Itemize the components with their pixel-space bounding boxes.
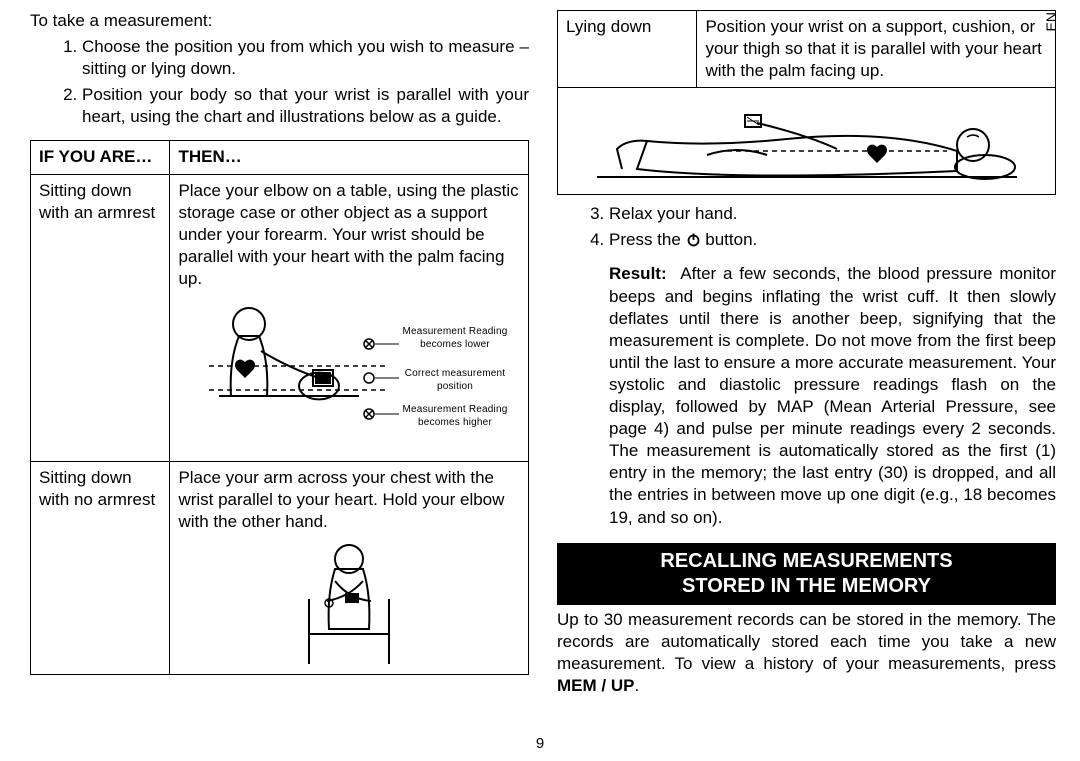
annot-correct: Correct measurement position bbox=[401, 368, 509, 393]
step-1: Choose the position you from which you w… bbox=[82, 36, 529, 80]
result-paragraph: Result: After a few seconds, the blood p… bbox=[609, 263, 1056, 528]
intro-text: To take a measurement: bbox=[30, 10, 529, 32]
step-4: Press the button. bbox=[609, 229, 1056, 251]
cell-lying-illustration bbox=[558, 88, 1056, 195]
cell-sitting-noarmrest-then: Place your arm across your chest with th… bbox=[170, 462, 529, 675]
th-then: THEN… bbox=[170, 141, 529, 174]
position-table: IF YOU ARE… THEN… Sitting down with an a… bbox=[30, 140, 529, 675]
step-3: Relax your hand. bbox=[609, 203, 1056, 225]
annot-higher: Measurement Reading becomes higher bbox=[401, 404, 509, 429]
section-line-2: STORED IN THE MEMORY bbox=[682, 575, 931, 597]
steps-list-right: Relax your hand. Press the button. bbox=[557, 203, 1056, 251]
cell-lying-label: Lying down bbox=[558, 11, 697, 88]
memory-text: Up to 30 measurement records can be stor… bbox=[557, 610, 1056, 673]
lying-table: Lying down Position your wrist on a supp… bbox=[557, 10, 1056, 195]
illustration-sitting-no-armrest bbox=[178, 533, 520, 669]
annot-lower: Measurement Reading becomes lower bbox=[401, 326, 509, 351]
cell-sitting-noarmrest-if: Sitting down with no armrest bbox=[31, 462, 170, 675]
mem-up-label: MEM / UP bbox=[557, 676, 634, 695]
step4-text-b: button. bbox=[701, 230, 758, 249]
section-heading: RECALLING MEASUREMENTS STORED IN THE MEM… bbox=[557, 543, 1056, 605]
left-column: To take a measurement: Choose the positi… bbox=[30, 10, 529, 697]
step-2: Position your body so that your wrist is… bbox=[82, 84, 529, 128]
row2-then-text: Place your arm across your chest with th… bbox=[178, 468, 504, 531]
illustration-lying bbox=[566, 93, 1047, 189]
step4-text-a: Press the bbox=[609, 230, 686, 249]
memory-paragraph: Up to 30 measurement records can be stor… bbox=[557, 609, 1056, 697]
right-column: Lying down Position your wrist on a supp… bbox=[557, 10, 1056, 697]
page-number: 9 bbox=[536, 734, 544, 754]
section-line-1: RECALLING MEASUREMENTS bbox=[660, 550, 952, 572]
power-icon bbox=[686, 230, 701, 249]
language-tab: EN bbox=[1042, 12, 1060, 31]
steps-list-left: Choose the position you from which you w… bbox=[30, 36, 529, 128]
result-text: After a few seconds, the blood pressure … bbox=[609, 264, 1056, 526]
cell-sitting-armrest-then: Place your elbow on a table, using the p… bbox=[170, 174, 529, 461]
row1-then-text: Place your elbow on a table, using the p… bbox=[178, 181, 518, 288]
page-spread: To take a measurement: Choose the positi… bbox=[0, 0, 1080, 707]
th-if: IF YOU ARE… bbox=[31, 141, 170, 174]
result-label: Result: bbox=[609, 264, 667, 283]
cell-sitting-armrest-if: Sitting down with an armrest bbox=[31, 174, 170, 461]
illustration-sitting-armrest: Measurement Reading becomes lower Correc… bbox=[178, 290, 520, 456]
cell-lying-text: Position your wrist on a support, cushio… bbox=[697, 11, 1056, 88]
